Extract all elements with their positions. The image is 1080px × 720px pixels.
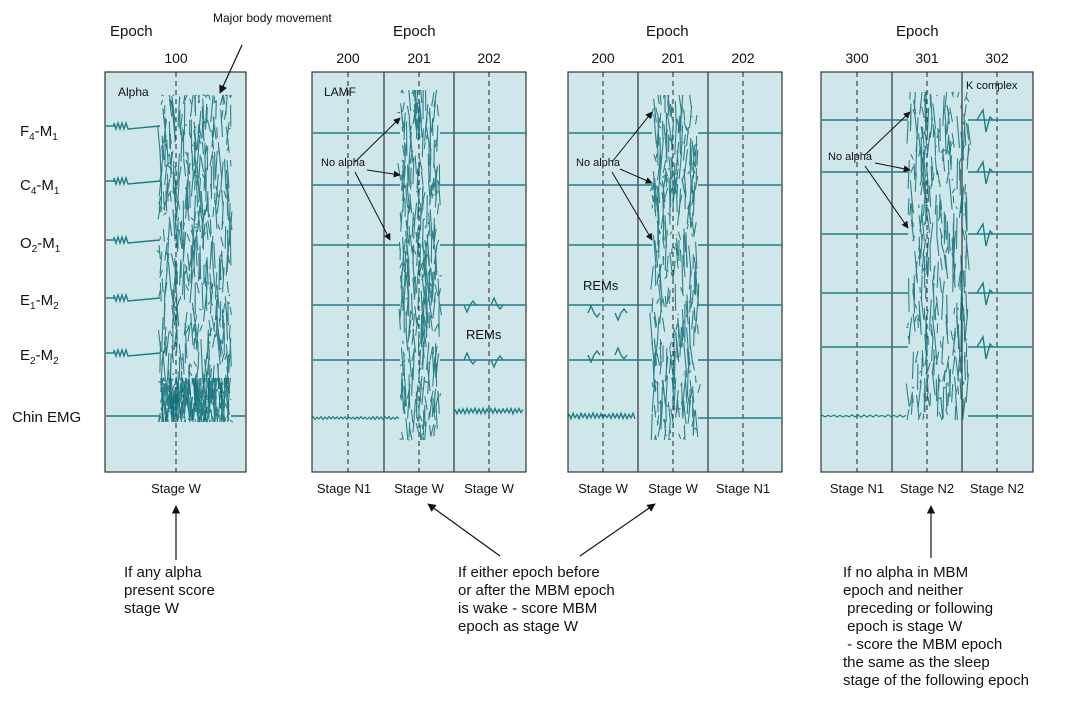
rem-blip-p3-4 — [614, 346, 628, 361]
stage-label-p4-a: Stage N1 — [830, 481, 884, 496]
no-alpha-arrow-2a — [354, 117, 401, 163]
k-complex-4 — [976, 280, 994, 306]
note-arrow-3 — [579, 503, 656, 557]
alpha-trace-p1-1 — [106, 120, 161, 132]
no-alpha-arrow-4c — [864, 165, 909, 229]
chin-baseline-p4 — [821, 414, 907, 418]
note-arrow-2 — [427, 503, 501, 557]
rem-blip-p2-1 — [463, 299, 477, 314]
no-alpha-label-3: No alpha — [576, 157, 621, 169]
chin-burst-p1 — [157, 377, 233, 423]
epoch-header-2: Epoch — [393, 23, 436, 40]
rems-label-3: REMs — [583, 278, 619, 293]
epoch-number-302: 302 — [985, 50, 1009, 66]
stage-label-p2-c: Stage W — [464, 481, 515, 496]
no-alpha-arrow-3c — [611, 171, 653, 241]
epoch-number-100: 100 — [164, 50, 188, 66]
alpha-trace-p1-4 — [106, 292, 161, 304]
epoch-header-3: Epoch — [646, 23, 689, 40]
annotation-arrows — [171, 44, 936, 560]
traces-layer — [106, 89, 1032, 441]
epoch-number-201-b: 201 — [661, 50, 685, 66]
epoch-header-4: Epoch — [896, 23, 939, 40]
chin-active-p3 — [568, 411, 636, 421]
stage-label-p2-a: Stage N1 — [317, 481, 371, 496]
chin-emg-label: Chin EMG — [12, 409, 81, 426]
channel-c4-m1-label: C4-M1 — [20, 177, 60, 197]
rem-blip-p3-3 — [587, 349, 601, 364]
no-alpha-arrow-4b — [874, 162, 911, 173]
k-complex-2 — [976, 159, 994, 185]
epoch-number-300: 300 — [845, 50, 869, 66]
rem-blip-p2-4 — [490, 354, 504, 369]
rem-blip-p2-2 — [490, 296, 504, 311]
stage-label-p4-b: Stage N2 — [900, 481, 954, 496]
epoch-number-202-b: 202 — [731, 50, 755, 66]
note-panel23: If either epoch before or after the MBM … — [458, 564, 615, 635]
note-panel1: If any alpha present score stage W — [124, 564, 215, 617]
rems-label-2: REMs — [466, 327, 502, 342]
movement-burst-p1 — [156, 94, 233, 421]
epoch-number-200-b: 200 — [591, 50, 615, 66]
k-complex-1 — [976, 107, 994, 133]
epoch-number-202-a: 202 — [477, 50, 501, 66]
no-alpha-label-2: No alpha — [321, 157, 366, 169]
panels-layer — [104, 71, 1034, 473]
chin-baseline-p2 — [312, 415, 400, 421]
channel-e2-m2-label: E2-M2 — [20, 347, 59, 367]
note-panel4: If no alpha in MBM epoch and neither pre… — [843, 564, 1029, 689]
movement-burst-p4 — [905, 91, 972, 421]
lamf-label: LAMF — [324, 85, 356, 99]
movement-burst-p3 — [649, 94, 701, 441]
rem-blip-p3-2 — [614, 307, 628, 322]
panel-3 — [567, 71, 783, 473]
channel-f4-m1-label: F4-M1 — [20, 123, 58, 143]
major-body-movement-label: Major body movement — [213, 11, 332, 25]
stage-label-p4-c: Stage N2 — [970, 481, 1024, 496]
stage-label-p1: Stage W — [151, 481, 202, 496]
channel-labels: F4-M1 C4-M1 O2-M1 E1-M2 E2-M2 Chin EMG — [12, 123, 81, 426]
epoch-header-1: Epoch — [110, 23, 153, 40]
channel-o2-m1-label: O2-M1 — [20, 235, 61, 255]
rem-blip-p2-3 — [463, 351, 477, 366]
no-alpha-label-4: No alpha — [828, 151, 873, 163]
stage-label-p3-c: Stage N1 — [716, 481, 770, 496]
epoch-number-200-a: 200 — [336, 50, 360, 66]
alpha-trace-p1-2 — [106, 175, 161, 187]
channel-e1-m2-label: E1-M2 — [20, 292, 59, 312]
stage-label-p3-b: Stage W — [648, 481, 699, 496]
no-alpha-arrow-4a — [864, 111, 911, 156]
k-complex-3 — [976, 221, 994, 247]
alpha-label: Alpha — [118, 85, 149, 99]
no-alpha-arrow-3b — [619, 168, 653, 184]
k-complex-label: K complex — [966, 80, 1018, 92]
no-alpha-arrow-2b — [366, 169, 401, 178]
chin-active-p2 — [454, 406, 524, 416]
alpha-trace-p1-3 — [106, 234, 161, 246]
alpha-trace-p1-5 — [106, 347, 161, 359]
stage-label-p3-a: Stage W — [578, 481, 629, 496]
epoch-number-301: 301 — [915, 50, 939, 66]
stage-label-p2-b: Stage W — [394, 481, 445, 496]
k-complex-5 — [976, 334, 994, 360]
rem-blip-p3-1 — [587, 304, 601, 319]
epoch-number-201-a: 201 — [407, 50, 431, 66]
no-alpha-arrow-2c — [354, 171, 391, 241]
no-alpha-arrow-3a — [611, 111, 653, 163]
major-movement-arrow — [219, 44, 243, 94]
movement-burst-p2 — [397, 89, 443, 441]
